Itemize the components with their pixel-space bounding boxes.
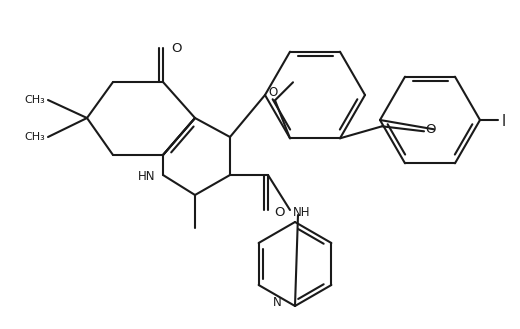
Text: I: I — [502, 114, 506, 130]
Text: O: O — [274, 206, 284, 218]
Text: CH₃: CH₃ — [24, 95, 45, 105]
Text: NH: NH — [293, 206, 310, 218]
Text: HN: HN — [137, 170, 155, 184]
Text: CH₃: CH₃ — [24, 132, 45, 142]
Text: O: O — [171, 41, 181, 55]
Text: O: O — [425, 123, 436, 136]
Text: O: O — [268, 86, 278, 99]
Text: N: N — [272, 295, 281, 309]
